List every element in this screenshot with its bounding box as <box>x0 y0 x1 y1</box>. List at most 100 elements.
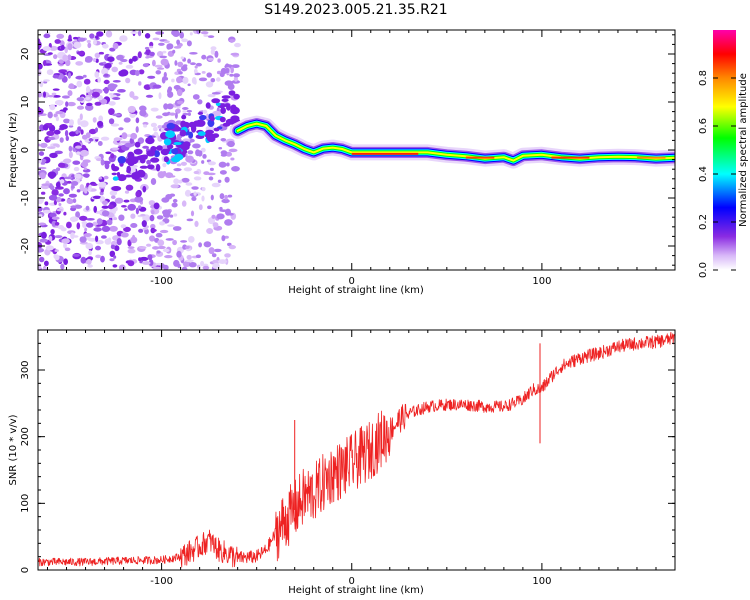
spectrogram-noise-blob <box>139 256 149 261</box>
spectrogram-noise-blob <box>226 162 230 167</box>
spectrogram-noise-blob <box>152 246 160 250</box>
spectrogram-noise-blob <box>68 125 74 128</box>
spectrogram-noise-blob <box>69 119 74 126</box>
spectrogram-noise-blob <box>75 75 84 80</box>
spectrogram-feature-blob <box>181 114 187 120</box>
colorbar-ticks: 0.0 0.2 0.4 0.6 0.8 <box>698 70 736 278</box>
spectrogram-noise-blob <box>163 71 167 79</box>
spectrogram-noise-blob <box>157 245 166 250</box>
spectrogram-noise-blob <box>100 255 105 263</box>
spectrogram-noise-blob <box>56 208 63 212</box>
spectrogram-feature-blob <box>174 153 184 161</box>
spectrogram-noise-blob <box>148 259 154 266</box>
spectrogram-noise-blob <box>43 33 51 39</box>
spectrogram-noise-blob <box>138 257 142 262</box>
spectrogram-noise-blob <box>138 246 147 250</box>
spectrogram-noise-blob <box>151 228 157 232</box>
spectrogram-noise-blob <box>210 49 216 55</box>
spectrogram-noise-blob <box>76 222 81 230</box>
spectrogram-noise-blob <box>207 57 214 61</box>
spectrogram-noise-blob <box>158 92 162 100</box>
spectrogram-noise-blob <box>121 132 128 140</box>
spectrogram-noise-blob <box>67 54 72 61</box>
spectrogram-noise-blob <box>212 110 221 117</box>
spectrogram-noise-blob <box>107 237 112 243</box>
spectrogram-noise-blob <box>120 224 127 229</box>
spectrogram-noise-blob <box>105 30 113 38</box>
spectrogram-noise-blob <box>73 166 80 172</box>
spectrogram-noise-blob <box>175 108 181 114</box>
spectrogram-noise-blob <box>113 255 117 259</box>
spectrogram-noise-blob <box>66 198 74 205</box>
spectrogram-noise-blob <box>124 190 130 194</box>
spectrogram-noise-blob <box>224 219 233 226</box>
spectrogram-noise-blob <box>135 190 141 198</box>
spectrogram-noise-blob <box>71 185 75 189</box>
spectrogram-feature-blob <box>155 164 161 172</box>
spectrogram-noise-blob <box>64 130 69 137</box>
spectrogram-noise-blob <box>92 221 98 226</box>
spectrogram-noise-blob <box>119 140 128 144</box>
spectrogram-noise-blob <box>193 170 200 175</box>
spectrogram-noise-blob <box>68 145 73 152</box>
spectrogram-feature-blob <box>230 104 237 111</box>
spectrogram-noise-blob <box>75 145 82 149</box>
spectrogram-noise-blob <box>195 254 201 259</box>
spectrogram-noise-blob <box>177 61 184 68</box>
spectrogram-noise-blob <box>165 238 174 241</box>
spectrogram-noise-blob <box>112 113 121 117</box>
spectrogram-feature-blob <box>166 144 174 150</box>
spectrogram-noise-blob <box>172 226 182 231</box>
spectrogram-noise-blob <box>176 89 183 97</box>
spectrogram-noise-blob <box>67 90 73 97</box>
spectrogram-noise-blob <box>176 100 184 105</box>
spectrogram-xtick-label: 0 <box>349 276 355 287</box>
spectrogram-noise-blob <box>58 193 64 197</box>
spectrogram-noise-blob <box>127 248 136 254</box>
spectrogram-noise-blob <box>88 184 92 192</box>
spectrogram-noise-blob <box>95 235 99 242</box>
spectrogram-feature-blob <box>139 165 148 169</box>
spectrogram-noise-blob <box>146 243 152 247</box>
spectrogram-noise-blob <box>127 246 135 250</box>
spectrogram-noise-blob <box>190 210 195 217</box>
spectrogram-noise-blob <box>189 52 198 55</box>
spectrogram-noise-blob <box>42 267 48 270</box>
spectrogram-noise-blob <box>221 198 230 204</box>
spectrogram-noise-blob <box>68 83 75 90</box>
spectrogram-noise-blob <box>91 91 100 98</box>
spectrogram-noise-blob <box>116 238 122 246</box>
spectrogram-noise-blob <box>210 46 217 51</box>
spectrogram-noise-blob <box>98 115 104 123</box>
spectrogram-noise-blob <box>70 181 79 186</box>
spectrogram-feature-blob <box>111 166 120 172</box>
spectrogram-noise-blob <box>71 217 76 222</box>
spectrogram-noise-blob <box>202 154 207 159</box>
spectrogram-noise-blob <box>68 193 77 198</box>
spectrogram-noise-blob <box>157 171 166 179</box>
spectrogram-noise-blob <box>173 213 178 217</box>
spectrogram-feature-blob <box>205 102 211 109</box>
spectrogram-noise-blob <box>227 140 235 148</box>
spectrogram-noise-blob <box>48 123 53 127</box>
spectrogram-noise-blob <box>205 113 210 120</box>
spectrogram-noise-blob <box>217 58 221 63</box>
spectrogram-noise-blob <box>116 54 124 61</box>
spectrogram-noise-blob <box>173 168 182 172</box>
spectrogram-feature-blob <box>163 156 169 163</box>
spectrogram-noise-blob <box>228 148 238 153</box>
spectrogram-noise-blob <box>150 107 159 112</box>
spectrogram-noise-blob <box>51 189 59 196</box>
spectrogram-noise-blob <box>101 205 109 209</box>
spectrogram-noise-blob <box>224 194 228 200</box>
spectrogram-noise-blob <box>38 200 43 205</box>
spectrogram-noise-blob <box>193 79 197 85</box>
spectrogram-noise-blob <box>80 161 89 168</box>
spectrogram-noise-blob <box>198 77 208 82</box>
spectrogram-noise-blob <box>220 138 227 142</box>
spectrogram-noise-blob <box>230 66 235 74</box>
spectrogram-noise-blob <box>72 160 81 165</box>
spectrogram-noise-blob <box>127 203 136 211</box>
spectrogram-noise-blob <box>67 43 73 51</box>
spectrogram-feature-blob <box>171 148 179 155</box>
